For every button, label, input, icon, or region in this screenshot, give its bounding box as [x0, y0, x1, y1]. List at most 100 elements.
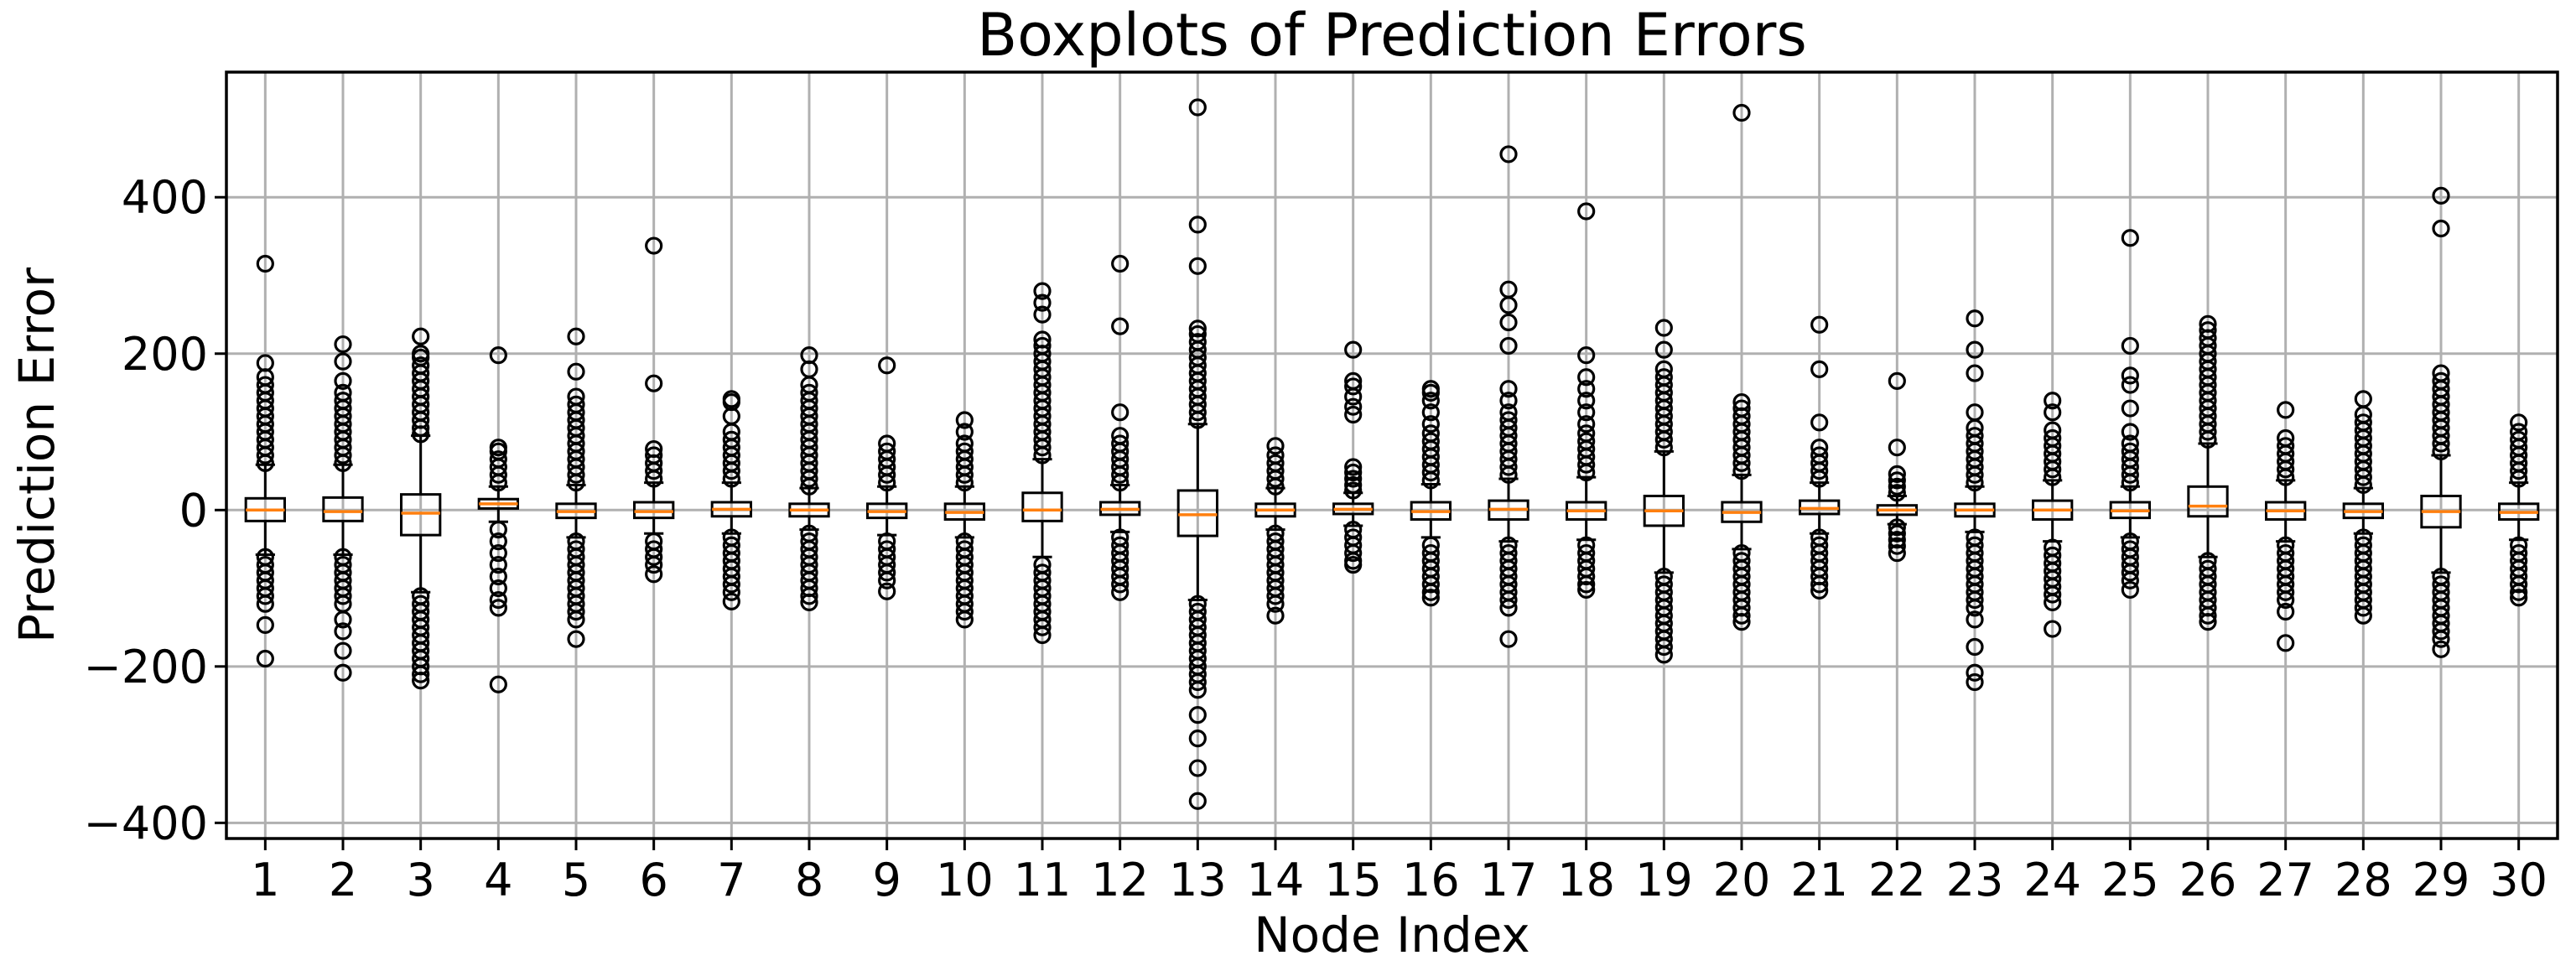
outlier-point — [1966, 672, 1984, 692]
outlier-point — [1888, 477, 1906, 496]
outlier-point — [1266, 595, 1285, 613]
x-tick-label: 9 — [872, 854, 901, 906]
outlier-point — [567, 630, 585, 648]
outlier-point — [1111, 254, 1130, 273]
outlier-point — [2044, 620, 2062, 638]
box-node-22 — [1876, 371, 1919, 563]
outlier-point — [1188, 672, 1207, 692]
outlier-point — [2510, 430, 2528, 449]
outlier-point — [1111, 317, 1130, 335]
outlier-point — [2121, 336, 2139, 356]
outlier-point — [1499, 590, 1518, 610]
outlier-point — [334, 622, 352, 641]
outlier-point — [2354, 599, 2372, 617]
outlier-point — [2510, 423, 2528, 441]
outlier-point — [1810, 413, 1829, 432]
box-node-1 — [244, 254, 286, 668]
box-node-21 — [1799, 315, 1841, 600]
outlier-point — [2432, 622, 2450, 641]
outlier-point — [1732, 613, 1751, 631]
outlier-point — [1344, 470, 1363, 488]
outlier-point — [1033, 282, 1052, 300]
outlier-point — [1577, 424, 1596, 443]
outlier-point — [1344, 481, 1363, 500]
box-node-16 — [1410, 380, 1452, 607]
outlier-point — [1499, 392, 1518, 410]
box-node-11 — [1021, 282, 1063, 645]
outlier-point — [2432, 630, 2450, 648]
outlier-point — [2432, 364, 2450, 382]
outlier-point — [1654, 319, 1673, 337]
y-tick-label: 0 — [179, 484, 208, 537]
outlier-point — [2432, 371, 2450, 390]
outlier-point — [334, 392, 352, 410]
outlier-point — [645, 565, 663, 584]
outlier-point — [2199, 606, 2217, 625]
outlier-point — [2510, 575, 2528, 594]
outlier-point — [2354, 390, 2372, 408]
outlier-point — [489, 346, 507, 365]
outlier-point — [256, 649, 274, 668]
outlier-point — [489, 521, 507, 539]
outlier-point — [2432, 219, 2450, 238]
outlier-point — [1499, 411, 1518, 429]
outlier-point — [1654, 368, 1673, 387]
y-tick-label: 400 — [122, 171, 208, 224]
outlier-point — [1111, 583, 1130, 601]
outlier-point — [334, 610, 352, 629]
outlier-point — [1888, 537, 1906, 555]
x-tick-label: 17 — [1480, 854, 1538, 906]
outlier-point — [2432, 186, 2450, 205]
outlier-point — [1810, 575, 1829, 594]
outlier-point — [1421, 403, 1440, 422]
outlier-point — [489, 532, 507, 551]
outlier-point — [1966, 309, 1984, 328]
outlier-point — [722, 430, 740, 449]
x-tick-label: 26 — [2179, 854, 2237, 906]
box-node-9 — [866, 356, 908, 600]
iqr-box — [1021, 491, 1063, 522]
outlier-point — [2121, 563, 2139, 582]
outlier-point — [1033, 626, 1052, 645]
outlier-point — [2277, 401, 2295, 419]
outlier-point — [334, 352, 352, 371]
outlier-point — [567, 387, 585, 406]
outlier-point — [722, 390, 740, 408]
outlier-point — [1499, 336, 1518, 356]
iqr-box — [322, 496, 364, 522]
outlier-point — [2510, 589, 2528, 607]
outlier-point — [2044, 392, 2062, 410]
x-tick-label: 14 — [1247, 854, 1305, 906]
box-node-19 — [1643, 319, 1685, 664]
x-tick-label: 20 — [1713, 854, 1771, 906]
outlier-point — [1577, 380, 1596, 398]
outlier-point — [2044, 403, 2062, 422]
x-tick-label: 29 — [2412, 854, 2470, 906]
box-node-29 — [2420, 186, 2462, 658]
box-node-10 — [943, 411, 985, 629]
box-node-18 — [1566, 202, 1607, 600]
outlier-point — [567, 602, 585, 621]
outlier-point — [2432, 640, 2450, 658]
outlier-point — [1266, 587, 1285, 605]
outlier-point — [955, 411, 974, 429]
iqr-box — [400, 493, 442, 537]
outlier-point — [2121, 376, 2139, 394]
outlier-point — [1966, 427, 1984, 445]
outlier-point — [1499, 599, 1518, 617]
outlier-point — [256, 595, 274, 613]
outlier-point — [567, 327, 585, 345]
x-tick-label: 24 — [2023, 854, 2081, 906]
x-tick-label: 11 — [1014, 854, 1072, 906]
outlier-point — [1111, 575, 1130, 594]
outlier-point — [1966, 637, 1984, 657]
outlier-point — [1732, 392, 1751, 412]
outlier-point — [334, 587, 352, 605]
outlier-point — [722, 583, 740, 601]
outlier-point — [1732, 103, 1751, 122]
outlier-point — [489, 579, 507, 598]
box-node-27 — [2265, 401, 2307, 652]
box-node-20 — [1721, 103, 1763, 631]
outlier-point — [412, 356, 430, 375]
